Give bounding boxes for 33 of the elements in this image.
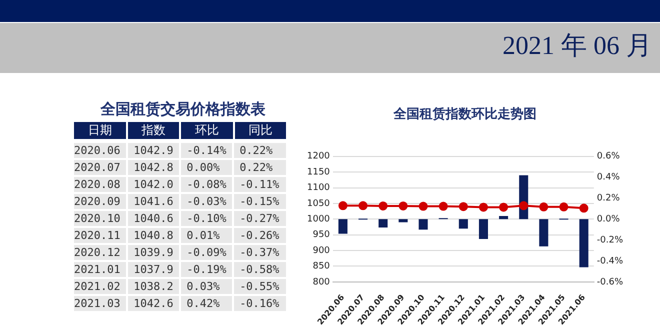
y-tick-label: 1200 xyxy=(307,152,330,162)
category-label: 2020.06 1042.9 -0.14% 0.22% xyxy=(74,144,273,157)
y-tick-label: 800 xyxy=(312,277,330,288)
category-label: 2020.08 1042.0 -0.08% -0.11% xyxy=(74,178,280,191)
category-label: 环比 xyxy=(181,122,232,139)
category-label: 2020.12 1039.9 -0.09% -0.37% xyxy=(74,246,280,259)
category-label: 2021.03 1042.6 0.42% -0.16% xyxy=(74,297,280,310)
category-label: 指数 xyxy=(128,122,179,139)
y2-tick-label: -0.2% xyxy=(596,235,624,246)
y2-tick-label: -0.6% xyxy=(596,277,624,288)
chart-title: 全国租赁指数环比走势图 xyxy=(392,106,538,123)
category-label: 日期 xyxy=(74,122,126,139)
y2-tick-label: 0.0% xyxy=(596,214,620,224)
text: 全国租赁交易价格指数表 xyxy=(99,99,266,120)
y-tick-label: 900 xyxy=(312,246,330,256)
y2-tick-label: -0.4% xyxy=(596,256,624,266)
y-tick-label: 1050 xyxy=(307,198,330,209)
y2-tick-label: 0.6% xyxy=(596,152,620,162)
category-label: 2020.07 1042.8 0.00% 0.22% xyxy=(74,161,273,174)
text: 2021 年 06 月 xyxy=(502,30,652,62)
y2-tick-label: 0.4% xyxy=(596,172,620,183)
category-label: 2021.02 1038.2 0.03% -0.55% xyxy=(74,280,280,293)
y-tick-label: 950 xyxy=(312,230,330,240)
y-tick-label: 1000 xyxy=(307,214,330,224)
category-label: 2020.09 1041.6 -0.03% -0.15% xyxy=(74,195,280,208)
y-tick-label: 850 xyxy=(312,262,330,272)
category-label: 同比 xyxy=(234,122,286,139)
category-label: 2021.01 1037.9 -0.19% -0.58% xyxy=(74,263,280,276)
y-tick-label: 1100 xyxy=(307,183,330,194)
category-label: 2020.11 1040.8 0.01% -0.26% xyxy=(74,229,280,242)
y-tick-label: 1150 xyxy=(307,167,330,178)
category-label: 2020.10 1040.6 -0.10% -0.27% xyxy=(74,212,280,225)
y2-tick-label: 0.2% xyxy=(596,194,620,204)
